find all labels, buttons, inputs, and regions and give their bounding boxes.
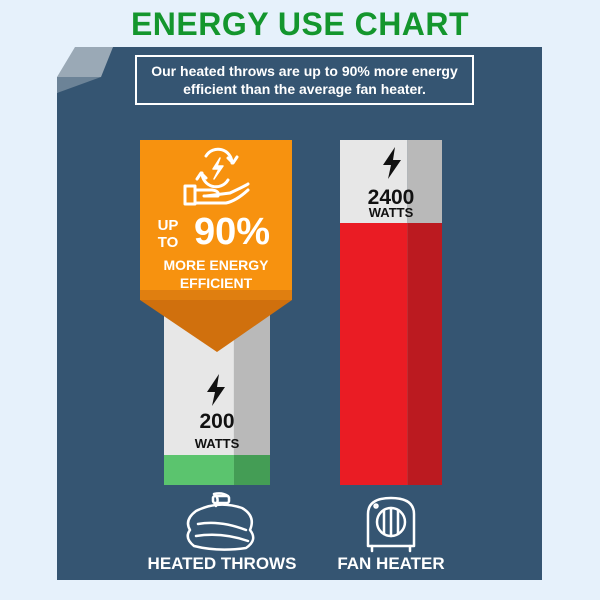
bar-fill-shade-1 <box>407 223 442 485</box>
fan-heater-icon <box>366 496 416 553</box>
hand-energy-cycle-icon <box>183 147 250 206</box>
cycle-arrow-icon <box>195 171 208 181</box>
blanket-body-icon <box>186 503 255 551</box>
hand-palm-icon <box>193 182 250 198</box>
category-label-heater: FAN HEATER <box>337 554 445 573</box>
bar-fill-shade-0 <box>233 455 270 485</box>
blanket-controller-icon <box>211 494 231 505</box>
unit-label-heater: WATTS <box>368 205 414 220</box>
value-label-heater: 2400 <box>367 186 415 209</box>
bar-fill-1 <box>340 223 408 485</box>
blanket-fold-icon <box>194 533 250 543</box>
cycle-arrow-icon <box>226 155 239 165</box>
chart-title: ENERGY USE CHART <box>130 6 470 42</box>
blanket-fold-icon <box>196 521 248 532</box>
callout-line2: EFFICIENT <box>179 275 253 291</box>
unit-label-throws: WATTS <box>194 436 240 451</box>
hand-fingers-icon <box>193 188 250 205</box>
callout-to: TO <box>157 234 179 251</box>
lightning-icon <box>207 374 225 406</box>
bar-column-heater <box>340 140 442 485</box>
bar-fill-0 <box>164 455 234 485</box>
callout-percent: 90% <box>193 211 271 253</box>
callout-banner-edge <box>140 290 292 300</box>
chart-subtitle: Our heated throws are up to 90% more ene… <box>135 55 474 105</box>
callout-up: UP <box>157 217 179 234</box>
lightning-icon <box>383 147 401 179</box>
category-label-throws: HEATED THROWS <box>147 554 297 573</box>
callout-line1: MORE ENERGY <box>163 257 269 273</box>
folded-corner-icon <box>57 47 113 93</box>
small-bolt-icon <box>212 157 224 180</box>
heater-knob-icon <box>373 503 379 509</box>
value-label-throws: 200 <box>199 410 235 433</box>
callout-banner <box>140 140 292 300</box>
hand-cuff-icon <box>183 184 197 206</box>
callout-arrow-tip <box>140 300 292 352</box>
cycle-arc-icon <box>204 147 234 165</box>
heater-body-icon <box>366 496 416 548</box>
blanket-cord-icon <box>212 492 230 508</box>
cycle-arc-icon <box>200 171 230 189</box>
chart-panel <box>57 47 542 580</box>
blanket-icon <box>186 492 255 551</box>
